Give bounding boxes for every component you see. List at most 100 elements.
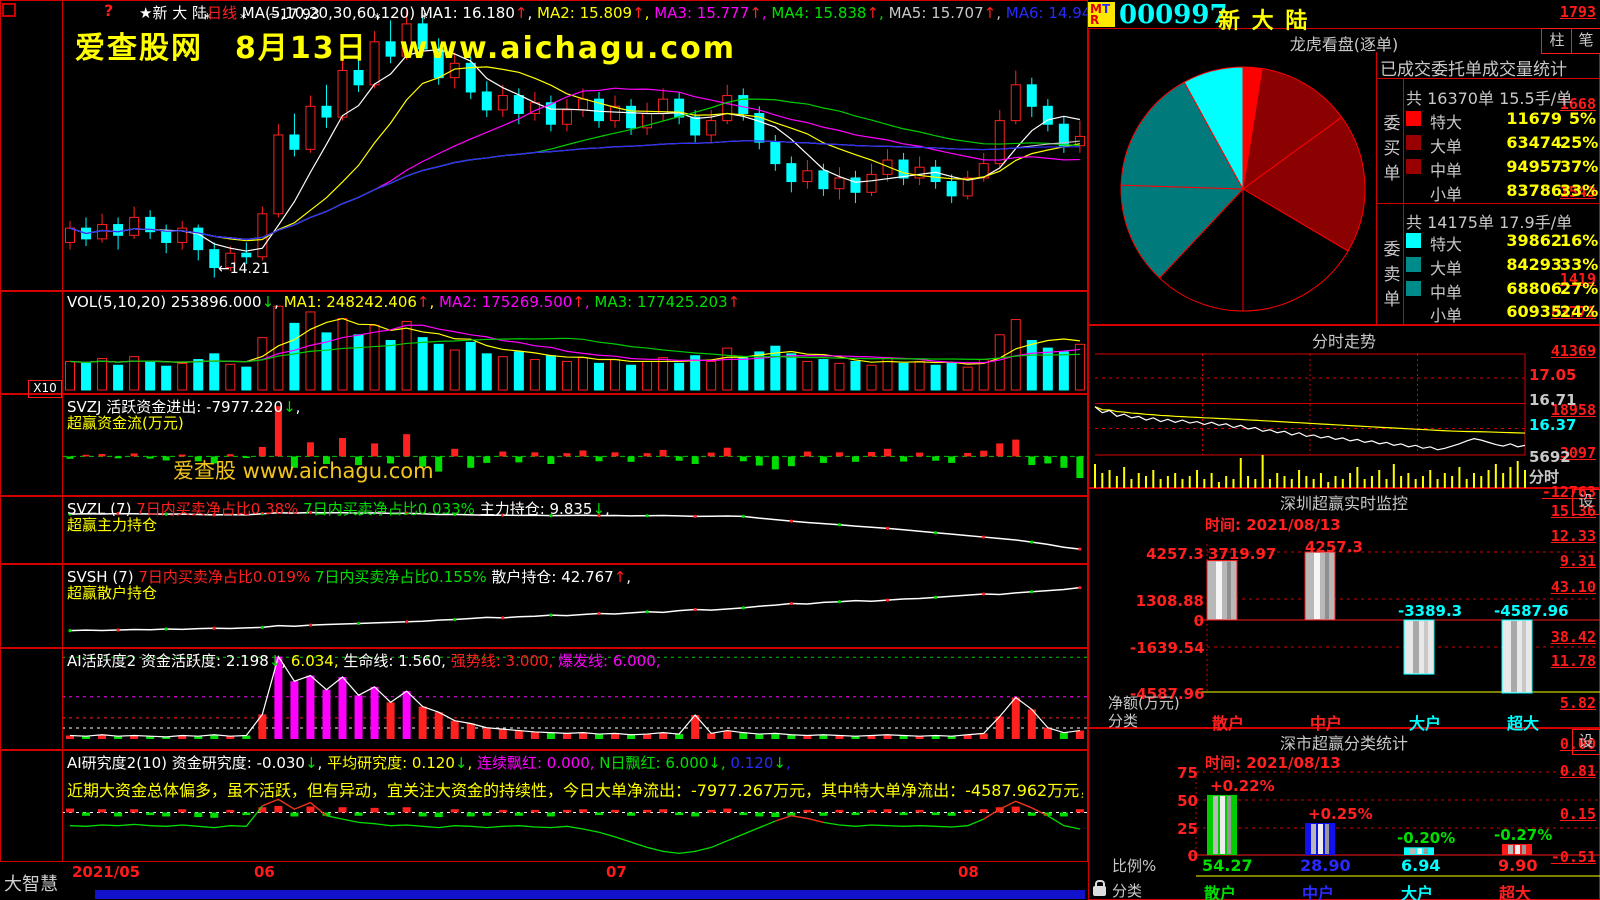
order-pct-value: 27% [1560,279,1599,298]
svsh-panel[interactable]: SVSH (7) 7日内买卖净占比0.019% 7日内买卖净占比0.155% 散… [0,564,1088,648]
header-segment: 爆发线: 6.000, [558,652,661,670]
ai-research-panel[interactable]: AI研究度2(10) 资金研究度: -0.030↓, 平均研究度: 0.120↓… [0,750,1088,862]
svsh-subtitle: 超赢散户持仓 [67,584,158,602]
candlestick-chart[interactable]: ~17.93 ←14.21 * * * * [62,1,1088,290]
ai-activity-chart[interactable] [62,649,1088,749]
order-pct-value: 16% [1560,231,1599,250]
category-pct-label: -0.27% [1494,826,1553,844]
axis-tick-label: 3097 [1559,444,1596,462]
order-size-label: 大单 [1430,137,1463,156]
axis-tick-label: 0.15 [1559,805,1596,823]
legend-swatch [1406,233,1421,248]
stock-code: 000997 [1119,0,1228,30]
header-segment: ↓ [592,500,606,518]
volume-panel[interactable]: VOL(5,10,20) 253896.000↓, MA1: 248242.40… [0,291,1088,394]
header-segment: ↓ [304,754,318,772]
logo-letter-m: M [1090,2,1102,16]
fenshi-tick-label: 5692 [1529,448,1571,466]
order-count-value: 11679 [1506,109,1562,128]
axis-tick-label: 15.36 [1550,502,1596,520]
ai-activity-panel[interactable]: AI活跃度2 资金活跃度: 2.198↓, 6.034, 生命线: 1.560,… [0,648,1088,750]
order-size-label: 中单 [1430,161,1463,180]
ai2-description: 近期大资金总体偏多，虽不活跃，但有异动，宜关注大资金的持续性，今日大单净流出：-… [67,781,1083,800]
svzl-chart[interactable] [62,497,1088,563]
header-segment: AI研究度2(10) 资金研究度: -0.030 [67,754,305,772]
header-segment: MA2: 15.809 [537,4,633,22]
header-segment: MA3: 15.777 [654,4,750,22]
corner-icon[interactable] [2,3,16,17]
intraday-chart[interactable] [1088,325,1600,488]
header-segment: 7日内买卖净占比0.019% [138,568,315,586]
order-count-value: 68806 [1506,279,1562,298]
bottom-scrollbar[interactable] [95,890,1085,899]
header-segment: ↓ [268,652,282,670]
axis-tick-label: 83771 [1550,303,1596,321]
order-size-label: 中单 [1430,283,1463,302]
x-axis-label: 2021/05 [72,863,141,881]
header-segment: 6.034, [290,652,344,670]
volume-chart[interactable] [62,292,1088,393]
header-segment: , [879,4,889,22]
category-tick-label: 0 [1187,847,1198,865]
svzl-panel[interactable]: SVZL (7) 7日内买卖净占比0.38% 7日内买卖净占比0.033% 主力… [0,496,1088,564]
monitor-tick-label: 4257.3 [1146,545,1204,563]
longhu-title: 龙虎看盘(逐单) [1289,35,1399,54]
order-pie-chart [1120,66,1366,312]
header-segment: ↑ [727,293,741,311]
monitor-bar-value: -3389.3 [1398,602,1463,620]
order-size-label: 小单 [1430,185,1463,204]
event-marker-icon[interactable]: ? [104,1,114,20]
category-rowlabel: 分类 [1112,882,1143,900]
order-size-label: 特大 [1430,113,1463,132]
category-pct-label: +0.25% [1308,805,1373,823]
bar-mode-button[interactable]: 柱 [1541,28,1573,54]
header-segment: , [317,754,328,772]
ai1-header: AI活跃度2 资金活跃度: 2.198↓, 6.034, 生命线: 1.560,… [67,650,661,671]
category-tick-label: 50 [1177,792,1198,810]
category-tick-label: 75 [1177,764,1198,782]
order-count-value: 94957 [1506,157,1562,176]
header-segment: SVSH (7) [67,568,139,586]
sell-side-label: 委卖单 [1383,240,1401,310]
svzj-chart[interactable] [62,395,1088,495]
logo-letter-r: R [1090,13,1100,27]
header-segment: 253896.000 [170,293,262,311]
fenshi-tick-label: 17.05 [1529,366,1577,384]
header-segment: MA6: 14.947 [1005,4,1101,22]
category-value-label: 6.94 [1401,856,1441,875]
main-candle-panel[interactable]: ★新 大 陆日线 MA(5,10,20,30,60,120) MA1: 16.1… [0,0,1113,291]
header-segment: , [527,4,538,22]
monitor-ylabel: 净额(万元) [1108,694,1180,712]
svzl-header: SVZL (7) 7日内买卖净占比0.38% 7日内买卖净占比0.033% 主力… [67,498,610,519]
header-segment: ↑ [866,4,880,22]
monitor-bar-value: 4257.3 [1305,538,1363,556]
axis-tick-label: -12763 [1541,483,1596,501]
order-pct-value: 25% [1560,133,1599,152]
header-segment: , [295,398,301,416]
axis-tick-label: 38.42 [1550,628,1596,646]
header-segment: MA3: 177425.203 [594,293,728,311]
header-segment: 7日内买卖净占比0.38% [136,500,304,518]
order-pct-value: 33% [1560,181,1599,200]
axis-tick-label: 5.82 [1559,694,1596,712]
header-segment: , [785,754,791,772]
ai-research-chart[interactable] [62,751,1088,861]
svsh-chart[interactable] [62,565,1088,647]
header-segment: ↓ [283,398,296,416]
monitor-bar-chart [1196,544,1600,694]
monitor-category-label: 散户 [1212,714,1245,733]
fenshi-tick-label: 16.71 [1529,391,1577,409]
pen-mode-button[interactable]: 笔 [1571,28,1600,54]
svsh-header: SVSH (7) 7日内买卖净占比0.019% 7日内买卖净占比0.155% 散… [67,566,631,587]
order-count-value: 83786 [1506,181,1562,200]
svzj-panel[interactable]: SVZJ 活跃资金进出: -7977.220↓, 超赢资金流(万元) 爱查股 w… [0,394,1088,496]
category-settings-button[interactable]: 设 [1572,729,1600,755]
lock-icon [1093,880,1106,896]
monitor-tick-label: 1308.88 [1135,592,1204,610]
monitor-settings-button[interactable]: 设 [1572,489,1600,515]
order-count-value: 39862 [1506,231,1562,250]
header-segment: MA2: 175269.500 [439,293,573,311]
svzj-header: SVZJ 活跃资金进出: -7977.220↓, [67,396,300,417]
vol-header: VOL(5,10,20) 253896.000↓, MA1: 248242.40… [67,293,740,311]
axis-tick-label: 18958 [1550,401,1596,419]
